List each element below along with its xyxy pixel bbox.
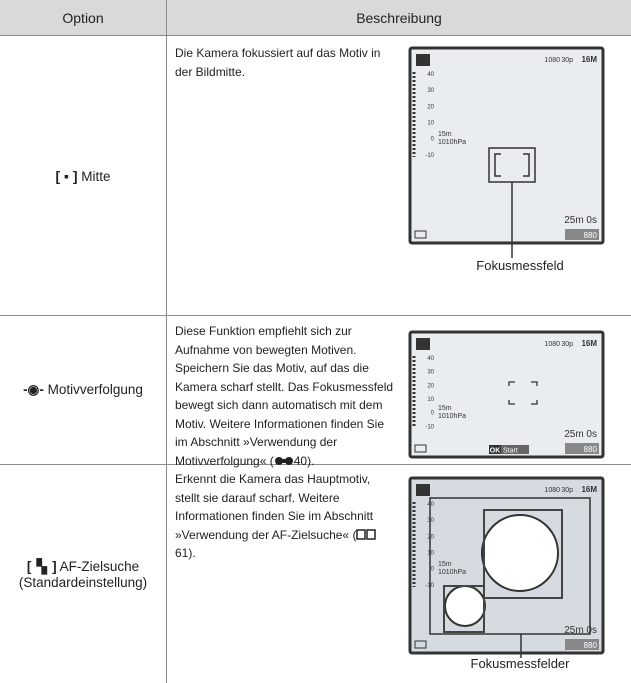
focus-frame	[508, 381, 538, 405]
focus-frame	[429, 497, 591, 635]
shots-box	[565, 639, 599, 650]
scale-label: 0	[431, 567, 435, 573]
altitude: 15m	[438, 405, 452, 412]
battery	[414, 230, 427, 239]
scale-label: 40	[427, 502, 434, 508]
option: [▝▖] AF-Zielsuche	[26, 558, 140, 574]
pressure: 1010hPa	[438, 413, 466, 420]
resolution: 1080	[544, 341, 560, 348]
reference-icon	[356, 528, 377, 540]
header-description: Beschreibung	[167, 0, 631, 35]
row-divider	[0, 464, 631, 465]
description: Erkennt die Kamera das Hauptmotiv, stell…	[175, 470, 397, 563]
shots: 880	[584, 641, 598, 650]
screen	[408, 46, 605, 245]
description-text: Diese Funktion empfiehlt sich zur Aufnah…	[175, 324, 394, 468]
focus-frame	[443, 585, 485, 633]
scale-label: 10	[427, 397, 434, 403]
resolution: 1080	[544, 57, 560, 64]
ok-button: OK	[490, 448, 501, 455]
figure-label: Fokusmessfelder	[470, 656, 570, 671]
camera-icon	[416, 54, 430, 66]
scale-label: 10	[427, 550, 434, 556]
scale-label: 20	[427, 383, 434, 389]
scale-label: 0	[431, 411, 435, 417]
scale-label: 30	[427, 518, 434, 524]
header-option: Option	[0, 0, 166, 35]
pressure: 1010hPa	[438, 569, 466, 576]
battery	[414, 640, 427, 649]
scale-label: 20	[427, 104, 434, 110]
altitude: 15m	[438, 561, 452, 568]
column-divider	[166, 0, 167, 683]
option-cell: [▝▖] AF-Zielsuche (Standardeinstellung)	[0, 465, 166, 683]
remaining-time: 25m 0s	[564, 625, 597, 636]
shots-box	[565, 229, 599, 240]
option: [ ▪ ] Mitte	[55, 167, 111, 184]
reference: 61).	[175, 546, 196, 560]
image-size: 16M	[581, 339, 597, 348]
option-text: Mitte	[81, 168, 111, 184]
reference: 40).	[293, 453, 315, 468]
resolution: 1080	[544, 487, 560, 494]
scale-label: 30	[427, 88, 434, 94]
scale-label: 40	[427, 356, 434, 362]
focus-frame	[494, 153, 530, 177]
option-cell: -◉- Motivverfolgung	[0, 316, 166, 464]
frame-rate: 30p	[561, 341, 573, 348]
image-size: 16M	[581, 485, 597, 494]
option: -◉- Motivverfolgung	[23, 382, 143, 397]
description: Diese Funktion empfiehlt sich zur Aufnah…	[175, 322, 397, 470]
row-divider	[0, 35, 631, 36]
scale-label: -10	[425, 583, 434, 589]
shots: 880	[584, 445, 598, 454]
scale-label: 10	[427, 120, 434, 126]
scale-label: 30	[427, 370, 434, 376]
scale-label: 40	[427, 72, 434, 78]
remaining-time: 25m 0s	[564, 215, 597, 226]
description-text: Erkennt die Kamera das Hauptmotiv, stell…	[175, 472, 374, 542]
flower	[481, 514, 559, 592]
focus-frame	[483, 509, 563, 599]
screen	[408, 330, 605, 459]
battery	[414, 444, 427, 453]
frame-rate: 30p	[561, 57, 573, 64]
shots: 880	[584, 231, 598, 240]
camera-icon	[416, 484, 430, 496]
frame-rate: 30p	[561, 487, 573, 494]
scale-label: 0	[431, 137, 435, 143]
scale-label: 20	[427, 534, 434, 540]
camera-icon	[416, 338, 430, 350]
description: Die Kamera fokussiert auf das Motiv in d…	[175, 46, 381, 79]
flower	[444, 585, 486, 627]
option-text: AF-Zielsuche	[59, 558, 140, 574]
scale-label: -10	[425, 424, 434, 430]
option-cell: [ ▪ ] Mitte	[0, 36, 166, 315]
row-divider	[0, 315, 631, 316]
image-size: 16M	[581, 55, 597, 64]
altitude: 15m	[438, 131, 452, 138]
start-box	[501, 445, 529, 454]
figure-label: Fokusmessfeld	[476, 258, 564, 273]
option-note: (Standardeinstellung)	[18, 574, 148, 590]
shots-box	[565, 443, 599, 454]
option-text: Motivverfolgung	[47, 382, 143, 397]
scale-label: -10	[425, 153, 434, 159]
pressure: 1010hPa	[438, 139, 466, 146]
start: Start	[503, 448, 518, 455]
ok-badge	[489, 445, 501, 454]
remaining-time: 25m 0s	[564, 429, 597, 440]
reference-icon	[274, 456, 293, 465]
